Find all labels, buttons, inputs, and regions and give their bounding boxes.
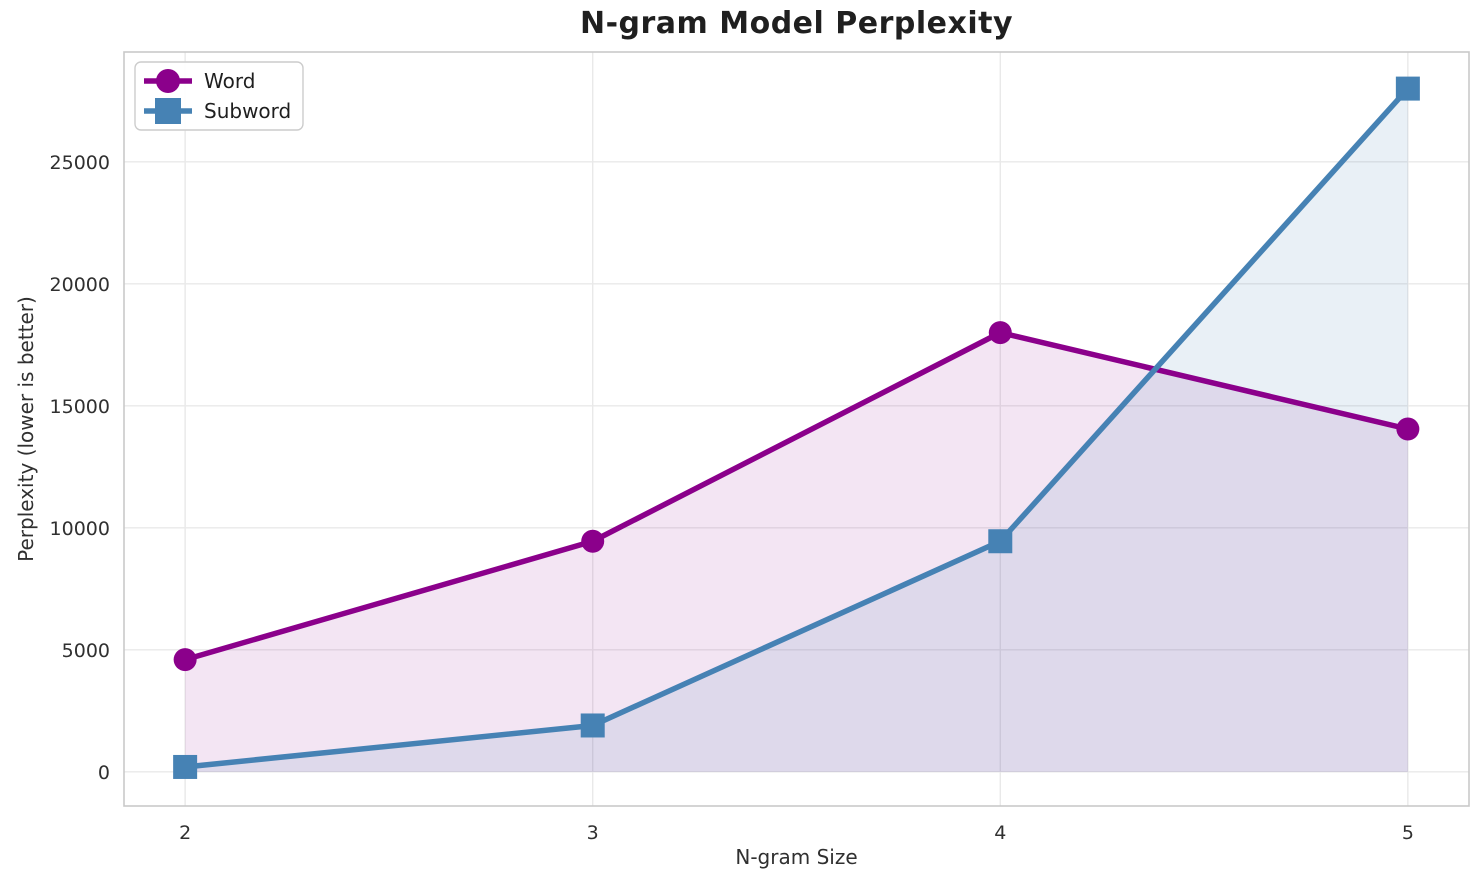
x-tick-label: 5 bbox=[1402, 822, 1414, 844]
subword-marker bbox=[580, 713, 605, 738]
legend-circle-marker bbox=[156, 69, 180, 93]
subword-area-fill bbox=[185, 88, 1408, 772]
legend: Word Subword bbox=[134, 61, 304, 131]
legend-label: Word bbox=[204, 69, 255, 93]
word-area-fill bbox=[185, 332, 1408, 772]
chart-title: N-gram Model Perplexity bbox=[579, 6, 1014, 41]
legend-label: Subword bbox=[204, 99, 291, 123]
y-tick-label: 5000 bbox=[62, 640, 110, 662]
x-tick-label: 3 bbox=[587, 822, 599, 844]
y-tick-label: 15000 bbox=[50, 396, 110, 418]
x-tick-label: 4 bbox=[994, 822, 1006, 844]
word-marker bbox=[988, 321, 1012, 345]
legend-square-marker bbox=[155, 98, 181, 124]
x-tick-label: 2 bbox=[179, 822, 191, 844]
x-axis-label: N-gram Size bbox=[735, 845, 858, 869]
y-tick-label: 25000 bbox=[50, 152, 110, 174]
axes-spines bbox=[123, 51, 1470, 807]
y-axis-label: Perplexity (lower is better) bbox=[14, 296, 38, 562]
subword-marker bbox=[988, 529, 1013, 554]
word-marker bbox=[173, 648, 197, 672]
word-marker bbox=[1396, 417, 1420, 441]
word-marker bbox=[581, 529, 605, 553]
y-tick-label: 20000 bbox=[50, 274, 110, 296]
legend-item-word: Word bbox=[144, 69, 255, 93]
y-tick-label: 10000 bbox=[50, 518, 110, 540]
subword-marker bbox=[1395, 76, 1420, 101]
word-line bbox=[184, 329, 1409, 663]
subword-line bbox=[184, 86, 1410, 770]
subword-marker bbox=[173, 754, 198, 779]
y-tick-label: 0 bbox=[98, 762, 110, 784]
legend-item-subword: Subword bbox=[144, 98, 291, 124]
